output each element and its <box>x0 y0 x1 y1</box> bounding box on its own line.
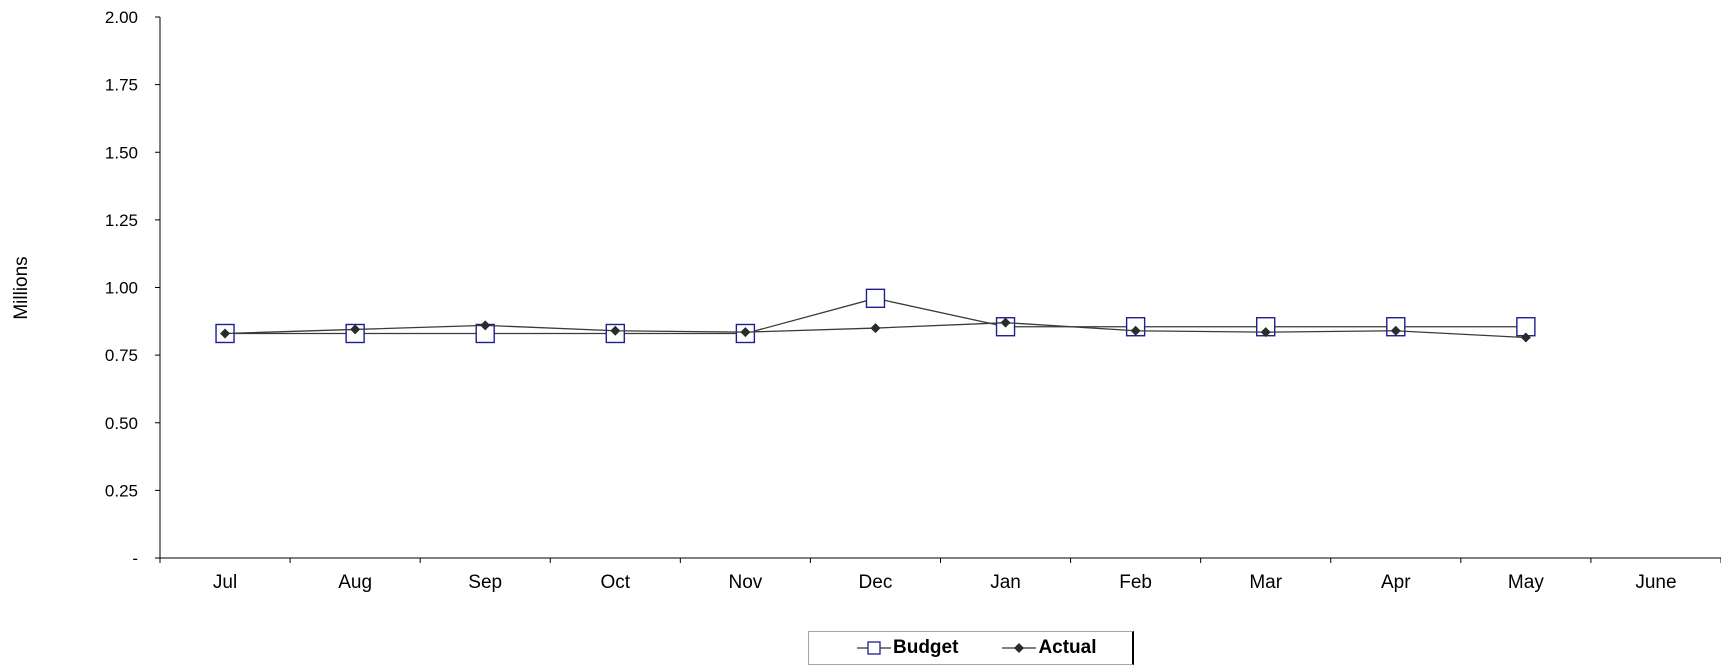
actual-point <box>610 325 621 336</box>
actual-point <box>1390 325 1401 336</box>
actual-point <box>220 328 231 339</box>
budget-point <box>865 288 886 309</box>
x-tick-label: Oct <box>601 572 631 593</box>
y-tick-label: 0.50 <box>105 414 138 433</box>
y-tick-label: - <box>132 549 138 568</box>
y-tick-label: 1.75 <box>105 76 138 95</box>
actual-point <box>350 324 361 335</box>
x-tick-label: Dec <box>859 572 893 593</box>
x-tick-label: Aug <box>338 572 372 593</box>
x-tick-label: June <box>1635 572 1676 593</box>
legend-key-budget <box>857 641 891 655</box>
y-tick-label: 1.00 <box>105 279 138 298</box>
x-tick-label: Apr <box>1381 572 1411 593</box>
x-tick-label: May <box>1508 572 1544 593</box>
x-tick-label: Jan <box>990 572 1021 593</box>
legend-label-budget: Budget <box>893 637 959 658</box>
actual-point <box>480 320 491 331</box>
actual-point <box>1000 317 1011 328</box>
y-axis-title: Millions <box>11 256 32 319</box>
legend-key-actual <box>1002 643 1037 653</box>
legend-label-actual: Actual <box>1038 637 1097 658</box>
actual-point <box>1260 327 1271 338</box>
actual-point <box>740 327 751 338</box>
legend-entry-actual: Actual <box>1002 637 1097 659</box>
y-tick-label: 0.75 <box>105 346 138 365</box>
actual-point <box>1520 332 1531 343</box>
x-tick-label: Jul <box>213 572 237 593</box>
chart-legend: Budget Actual <box>808 631 1134 665</box>
y-tick-label: 0.25 <box>105 481 138 500</box>
legend-entry-budget: Budget <box>857 637 958 659</box>
x-tick-label: Feb <box>1119 572 1152 593</box>
y-tick-label: 2.00 <box>105 8 138 27</box>
x-tick-label: Nov <box>728 572 762 593</box>
actual-point <box>870 323 881 334</box>
x-tick-label: Sep <box>468 572 502 593</box>
actual-point <box>1130 325 1141 336</box>
x-tick-label: Mar <box>1249 572 1282 593</box>
y-tick-label: 1.25 <box>105 211 138 230</box>
y-tick-label: 1.50 <box>105 143 138 162</box>
